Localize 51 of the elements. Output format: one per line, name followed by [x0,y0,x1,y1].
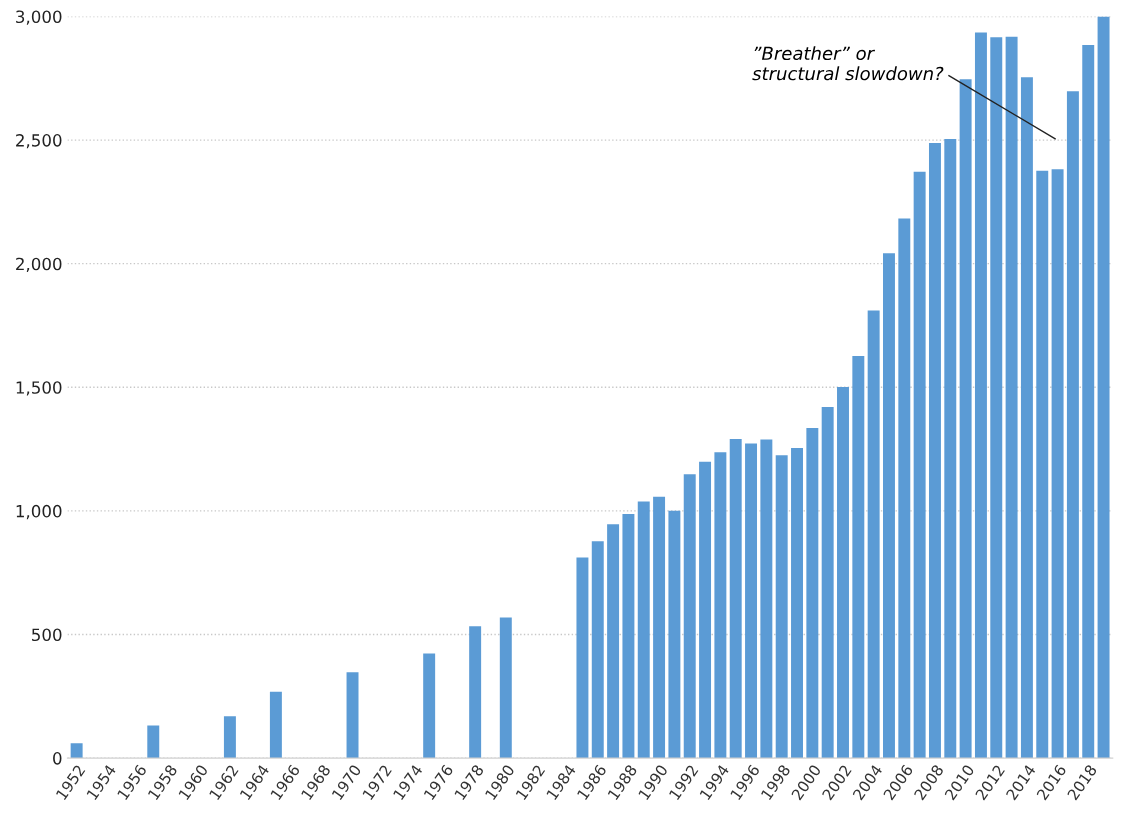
bar [269,691,282,759]
bar [223,716,236,759]
bar [699,461,712,759]
bar [729,438,742,759]
bar [1005,36,1018,759]
bar [837,387,849,759]
bar [70,743,83,759]
bar [668,510,681,759]
y-tick-label: 500 [32,628,62,642]
bar [913,171,926,759]
bar [867,310,880,759]
bar [576,557,589,759]
bar [653,496,666,759]
bar [469,626,482,759]
y-tick-label: 0 [53,752,62,765]
bar [898,218,911,759]
bar [883,253,895,759]
bar [1082,44,1095,759]
bar [1097,16,1110,759]
y-tick-label: 2,000 [16,257,62,272]
y-tick-label: 3,000 [16,10,62,25]
y-tick-label: 2,500 [16,134,62,149]
bar [852,355,865,759]
bar [714,452,727,759]
bar [1036,170,1049,759]
bar [499,617,512,759]
y-tick-label: 1,000 [16,504,62,520]
bar [928,143,941,759]
annotation: ”Breather” or structural slowdown? [752,46,944,81]
bar [423,653,436,759]
bar [974,32,987,759]
y-tick-label: 1,500 [16,381,62,396]
bar [760,439,773,759]
bar [775,455,788,759]
bar [1020,77,1033,759]
bar [1066,91,1079,759]
bar [806,428,819,759]
bar [622,514,635,759]
bar [147,725,160,759]
bar [591,541,604,759]
bar [959,79,972,759]
bar [791,448,803,759]
bar [745,443,758,759]
bar [821,407,834,759]
bar [607,524,620,759]
bar [637,501,650,759]
bar [990,37,1003,759]
bar [683,474,696,759]
bar [346,672,359,759]
bar [944,139,957,759]
bar [1051,169,1064,759]
